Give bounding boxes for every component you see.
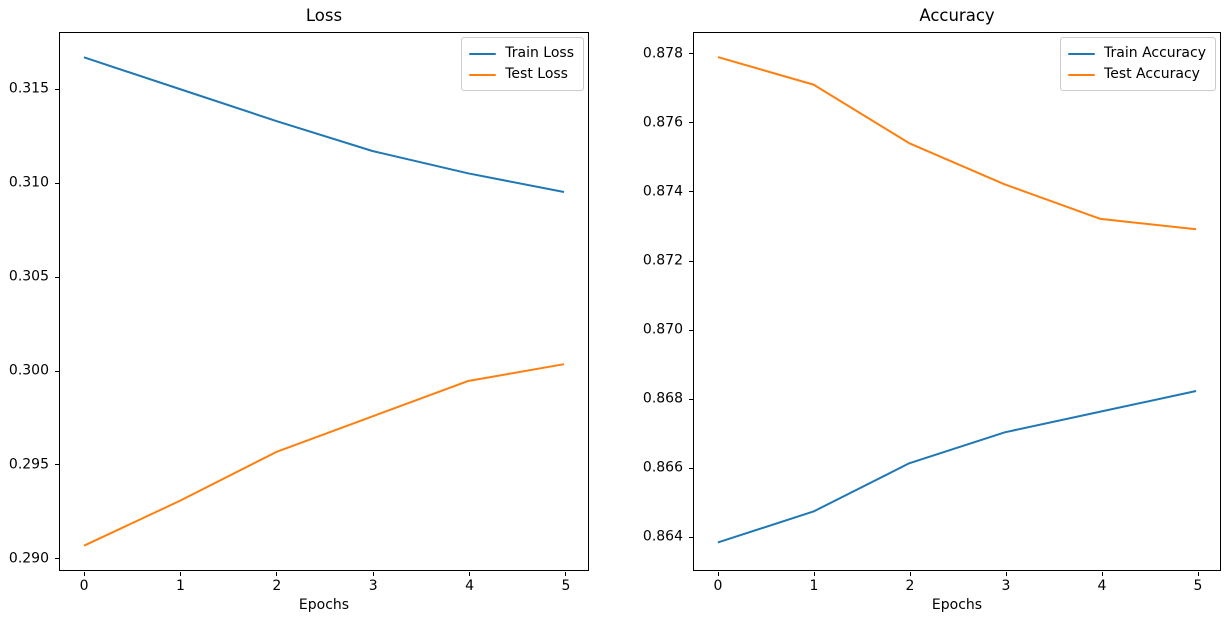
y-tick — [55, 88, 59, 90]
y-tick — [55, 182, 59, 184]
accuracy-plot-area — [717, 56, 1197, 544]
y-tick — [55, 558, 59, 560]
train-loss-line — [83, 56, 565, 194]
y-tick — [689, 329, 693, 331]
y-tick-label: 0.874 — [642, 183, 683, 200]
legend-label-test-accuracy: Test Accuracy — [1104, 66, 1200, 82]
x-tick-label: 3 — [368, 578, 378, 594]
y-tick — [689, 536, 693, 538]
y-tick-label: 0.295 — [8, 456, 49, 473]
x-tick-label: 4 — [1097, 578, 1107, 594]
y-tick — [689, 191, 693, 193]
test-loss-line — [83, 363, 565, 547]
x-tick — [717, 572, 719, 576]
y-tick — [689, 122, 693, 124]
x-tick-label: 5 — [561, 578, 571, 594]
legend-label-test-loss: Test Loss — [505, 66, 568, 82]
y-tick — [55, 276, 59, 278]
accuracy-chart-title: Accuracy — [919, 6, 995, 25]
legend-label-train-accuracy: Train Accuracy — [1104, 45, 1206, 61]
x-tick-label: 2 — [905, 578, 915, 594]
y-tick-label: 0.305 — [8, 268, 49, 285]
x-tick-label: 5 — [1193, 578, 1203, 594]
y-tick-label: 0.866 — [642, 459, 683, 476]
x-tick-label: 3 — [1001, 578, 1011, 594]
x-tick — [83, 572, 85, 576]
test-accuracy-line — [717, 56, 1197, 231]
legend-item-test-accuracy: Test Accuracy — [1068, 64, 1206, 85]
x-tick — [813, 572, 815, 576]
y-tick — [689, 260, 693, 262]
loss-plot-area — [83, 56, 565, 547]
x-tick — [909, 572, 911, 576]
accuracy-x-axis-label: Epochs — [931, 597, 983, 613]
legend-item-train-loss: Train Loss — [469, 43, 574, 64]
legend-label-train-loss: Train Loss — [505, 45, 574, 61]
y-tick-label: 0.868 — [642, 390, 683, 407]
x-tick-label: 4 — [465, 578, 474, 594]
legend-item-train-accuracy: Train Accuracy — [1068, 43, 1206, 64]
y-tick — [689, 467, 693, 469]
x-tick-label: 0 — [79, 578, 89, 594]
x-tick — [565, 572, 567, 576]
y-tick-label: 0.300 — [8, 362, 49, 379]
test-accuracy-line-sample-icon — [1068, 73, 1096, 76]
x-tick-label: 1 — [809, 578, 819, 594]
y-tick — [689, 398, 693, 400]
accuracy-legend: Train Accuracy Test Accuracy — [1060, 37, 1216, 91]
y-tick-label: 0.870 — [642, 321, 683, 338]
train-loss-line-sample-icon — [469, 52, 497, 55]
accuracy-chart: Accuracy Epochs Train Accuracy Test Accu… — [643, 6, 1221, 613]
x-tick — [1005, 572, 1007, 576]
x-tick — [469, 572, 471, 576]
loss-legend: Train Loss Test Loss — [461, 37, 584, 91]
y-tick — [55, 370, 59, 372]
y-tick — [689, 53, 693, 55]
test-loss-line-sample-icon — [469, 73, 497, 76]
y-tick-label: 0.290 — [8, 550, 49, 567]
x-tick-label: 2 — [272, 578, 282, 594]
train-accuracy-line — [717, 390, 1197, 544]
x-tick — [1197, 572, 1199, 576]
x-tick — [179, 572, 181, 576]
y-tick-label: 0.864 — [642, 528, 683, 545]
loss-chart: Loss Epochs Train Loss Test Loss 0 1 2 3 4 5 0… — [9, 6, 589, 613]
x-tick — [372, 572, 374, 576]
legend-item-test-loss: Test Loss — [469, 64, 574, 85]
y-tick-label: 0.878 — [642, 45, 683, 62]
y-tick-label: 0.876 — [642, 114, 683, 131]
loss-chart-title: Loss — [305, 6, 343, 25]
loss-x-axis-label: Epochs — [298, 597, 350, 613]
y-tick — [55, 464, 59, 466]
x-tick-label: 0 — [713, 578, 723, 594]
train-accuracy-line-sample-icon — [1068, 52, 1096, 55]
y-tick-label: 0.310 — [8, 174, 49, 191]
y-tick-label: 0.872 — [642, 252, 683, 269]
x-tick-label: 1 — [175, 578, 185, 594]
y-tick-label: 0.315 — [8, 80, 49, 97]
x-tick — [1101, 572, 1103, 576]
x-tick — [276, 572, 278, 576]
